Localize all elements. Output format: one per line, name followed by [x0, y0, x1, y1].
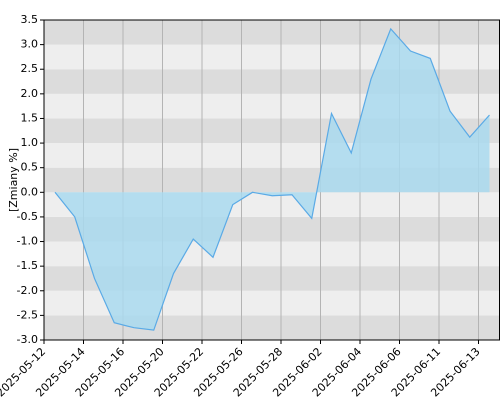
y-tick-label: -1.5	[17, 259, 38, 272]
y-tick-label: -0.5	[17, 210, 38, 223]
y-tick-label: -1.0	[17, 235, 38, 248]
line	[54, 27, 490, 331]
grid-band	[44, 20, 500, 45]
y-tick-label: 2.0	[21, 87, 39, 100]
y-tick-label: -2.5	[17, 308, 38, 321]
y-axis-label: [Zmiany %]	[7, 148, 20, 212]
y-tick-label: 2.5	[21, 62, 39, 75]
y-tick-label: 1.0	[21, 136, 39, 149]
area	[55, 28, 490, 331]
y-tick-label: 3.5	[21, 13, 39, 26]
y-tick-label: 0.0	[21, 185, 39, 198]
y-tick-label: 1.5	[21, 111, 39, 124]
y-tick-label: 3.0	[21, 38, 39, 51]
y-tick-label: 0.5	[21, 161, 39, 174]
y-tick-label: -3.0	[17, 333, 38, 346]
y-tick-label: -2.0	[17, 284, 38, 297]
